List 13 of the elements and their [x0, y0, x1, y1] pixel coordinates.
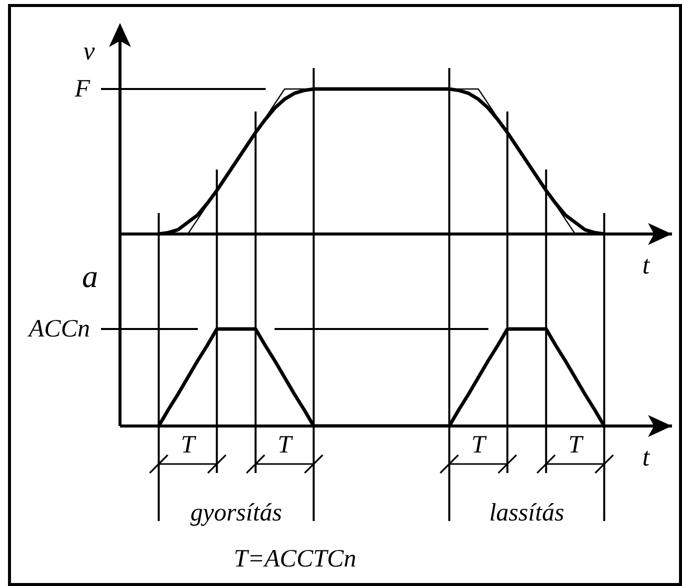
- y-axis-title: v: [83, 36, 96, 66]
- y-axis-title: a: [82, 258, 98, 294]
- text: T: [568, 432, 584, 458]
- text: T: [278, 432, 294, 458]
- text: T: [180, 432, 197, 458]
- text: T=ACCTCn: [234, 546, 356, 572]
- x-axis-title: t: [642, 442, 650, 472]
- ref-line-label: F: [74, 76, 91, 102]
- text: lassítás: [489, 500, 564, 526]
- text: gyorsítás: [190, 500, 282, 526]
- text: T: [471, 432, 488, 458]
- x-axis-title: t: [642, 250, 650, 280]
- ref-line-label: ACCn: [26, 316, 90, 342]
